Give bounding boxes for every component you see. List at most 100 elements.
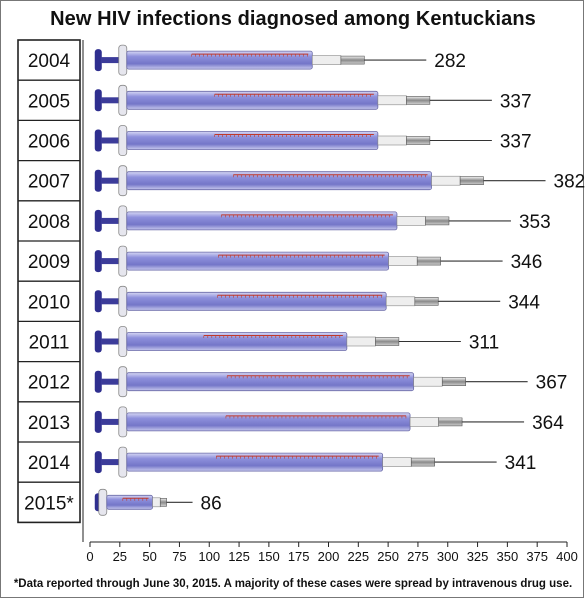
- syringe-hub: [413, 376, 443, 387]
- syringe-hub-metal: [406, 96, 431, 105]
- x-tick-label: 275: [407, 549, 429, 564]
- data-label: 344: [508, 292, 540, 313]
- syringe-plunger-rod: [100, 137, 131, 144]
- x-tick-label: 325: [467, 549, 489, 564]
- syringe-plunger-knob: [94, 330, 102, 353]
- x-tick-label: 175: [288, 549, 310, 564]
- syringe-plunger-knob: [94, 370, 102, 393]
- category-label: 2010: [28, 292, 70, 313]
- category-label: 2009: [28, 252, 70, 273]
- data-label: 346: [511, 252, 543, 273]
- syringe-flange: [118, 84, 128, 116]
- x-tick-label: 350: [497, 549, 519, 564]
- bar-syringe-2013: [94, 406, 525, 438]
- x-tick-label: 300: [437, 549, 459, 564]
- syringe-flange: [118, 406, 128, 438]
- syringe-plunger-knob: [94, 129, 102, 152]
- data-label: 367: [536, 373, 568, 394]
- syringe-plunger-knob: [94, 169, 102, 192]
- bar-syringe-2010: [94, 285, 501, 317]
- category-label: 2011: [29, 333, 70, 354]
- syringe-plunger-rod: [100, 97, 131, 104]
- bar-syringe-2009: [94, 245, 503, 277]
- syringe-flange: [118, 44, 128, 76]
- x-tick-label: 250: [377, 549, 399, 564]
- category-label: 2008: [28, 212, 70, 233]
- syringe-hub: [377, 95, 407, 106]
- syringe-hub: [431, 175, 461, 186]
- syringe-hub-metal: [414, 296, 439, 306]
- syringe-plunger-knob: [94, 290, 102, 313]
- syringe-hub-metal: [406, 136, 431, 145]
- data-label: 311: [469, 333, 499, 354]
- x-tick-label: 150: [258, 549, 280, 564]
- category-label: 2014: [28, 453, 71, 474]
- x-tick-label: 25: [113, 549, 127, 564]
- x-tick-label: 100: [198, 549, 220, 564]
- syringe-hub: [385, 296, 416, 307]
- data-label: 364: [532, 413, 564, 434]
- category-label: 2007: [28, 172, 70, 193]
- x-tick-label: 0: [86, 549, 93, 564]
- syringe-hub-metal: [410, 457, 435, 467]
- syringe-hub-metal: [441, 377, 466, 387]
- syringe-flange: [118, 446, 128, 478]
- syringe-flange: [118, 366, 128, 398]
- syringe-hub: [152, 497, 161, 508]
- syringe-plunger-knob: [94, 250, 102, 273]
- syringe-flange: [118, 326, 128, 357]
- syringe-plunger-rod: [100, 217, 131, 224]
- data-label: 382: [554, 172, 586, 193]
- data-label: 337: [500, 132, 532, 153]
- x-tick-label: 200: [318, 549, 340, 564]
- x-tick-label: 225: [347, 549, 369, 564]
- syringe-plunger-rod: [100, 378, 131, 385]
- data-label: 282: [434, 51, 466, 72]
- syringe-flange: [118, 205, 128, 237]
- syringe-flange: [118, 165, 128, 197]
- syringe-flange: [118, 125, 128, 156]
- bar-syringe-2005: [94, 84, 492, 116]
- syringe-plunger-rod: [100, 177, 131, 184]
- syringe-plunger-rod: [100, 418, 131, 425]
- bar-syringe-2011: [94, 326, 461, 357]
- syringe-hub: [388, 256, 418, 266]
- syringe-plunger-rod: [100, 338, 131, 345]
- category-label: 2012: [28, 373, 70, 394]
- syringe-hub: [409, 417, 439, 427]
- syringe-plunger-rod: [100, 258, 131, 265]
- bar-syringe-2014: [94, 446, 497, 478]
- data-label: 341: [505, 453, 537, 474]
- syringe-hub: [396, 216, 426, 226]
- syringe-plunger-knob: [94, 209, 102, 232]
- bar-syringe-2006: [94, 125, 492, 156]
- syringe-hub-metal: [159, 497, 167, 507]
- syringe-barrel: [106, 494, 153, 510]
- syringe-hub-metal: [340, 55, 365, 65]
- category-label: 2013: [28, 413, 70, 434]
- syringe-hub: [311, 55, 342, 65]
- bar-syringe-2004: [94, 44, 427, 76]
- syringe-flange: [118, 245, 128, 277]
- category-label: 2015*: [24, 493, 74, 514]
- syringe-hub-metal: [438, 417, 463, 427]
- category-label: 2006: [28, 132, 70, 153]
- syringe-flange: [98, 488, 108, 516]
- data-label: 86: [201, 493, 222, 514]
- chart-footnote: *Data reported through June 30, 2015. A …: [13, 578, 573, 590]
- syringe-hub: [377, 135, 407, 146]
- data-label: 353: [519, 212, 551, 233]
- syringe-hub-metal: [375, 337, 400, 346]
- syringe-plunger-rod: [100, 459, 131, 466]
- syringe-plunger-knob: [94, 410, 102, 433]
- x-tick-label: 75: [172, 549, 186, 564]
- bar-syringe-2008: [94, 205, 511, 237]
- syringe-plunger-knob: [94, 451, 102, 474]
- x-tick-label: 375: [526, 549, 548, 564]
- syringe-hub: [382, 457, 412, 467]
- chart-title: New HIV infections diagnosed among Kentu…: [50, 8, 536, 30]
- syringe-hub-metal: [416, 256, 441, 266]
- category-label: 2005: [28, 91, 70, 112]
- x-tick-label: 50: [142, 549, 156, 564]
